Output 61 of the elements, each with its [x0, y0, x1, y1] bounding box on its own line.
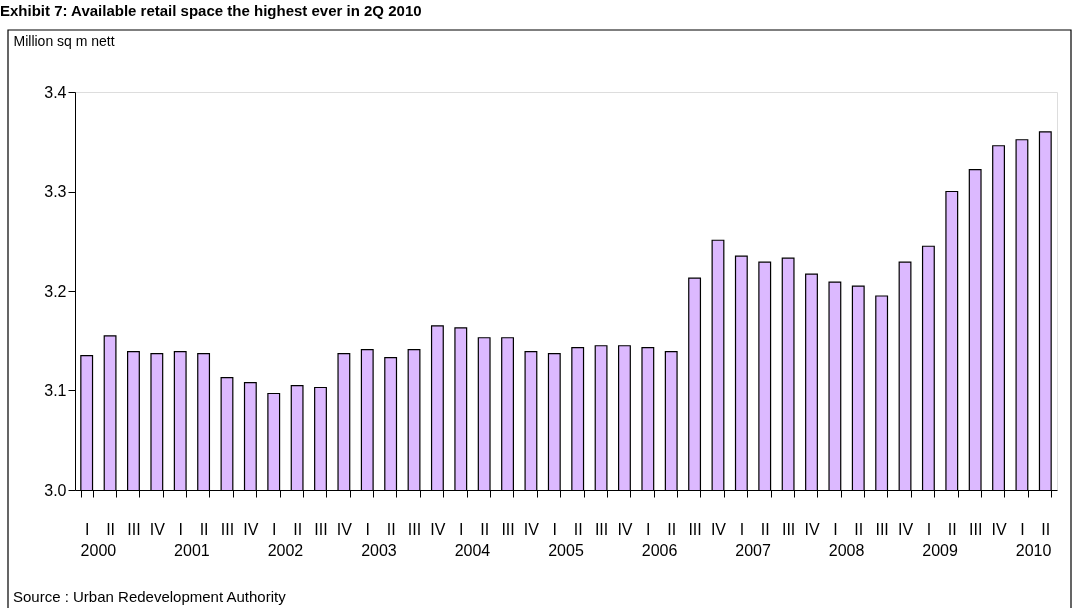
x-tick-label: III: [127, 520, 141, 538]
x-tick-label: I: [926, 520, 932, 538]
x-tick-label: III: [407, 520, 422, 538]
x-tick-label: I: [365, 520, 370, 538]
x-tick-label: IV: [523, 520, 540, 538]
x-tick-label: IV: [897, 520, 914, 538]
x-tick-label: II: [386, 520, 396, 538]
x-tick-label: III: [688, 520, 702, 538]
x-tick-label: I: [833, 520, 838, 538]
x-tick-label: IV: [710, 520, 727, 538]
x-tick-label: III: [314, 520, 328, 538]
x-tick-label: IV: [430, 520, 446, 538]
x-tick-label: IV: [243, 520, 259, 538]
x-tick-label: III: [220, 520, 235, 538]
x-tick-label: II: [293, 520, 303, 538]
x-tick-label: I: [178, 520, 183, 538]
x-tick-label: III: [968, 520, 983, 538]
x-tick-label: II: [760, 520, 770, 538]
x-tick-label: III: [875, 520, 889, 538]
x-tick-label: I: [739, 520, 745, 538]
text: 2008: [828, 542, 865, 559]
x-tick-label: I: [1020, 520, 1025, 538]
x-tick-label: I: [646, 520, 651, 538]
x-tick-label: II: [947, 520, 957, 538]
x-tick-label: II: [106, 520, 116, 538]
y-tick-label: 3.4: [44, 83, 67, 101]
x-tick-label: II: [573, 520, 583, 538]
x-tick-label: II: [480, 520, 490, 538]
source-note: Source : Urban Redevelopment Authority: [13, 588, 287, 605]
x-tick-label: II: [667, 520, 677, 538]
x-tick-label: IV: [617, 520, 633, 538]
x-tick-label: I: [459, 520, 464, 538]
text: 2010: [1015, 542, 1052, 559]
x-tick-label: IV: [991, 520, 1007, 538]
text: 2009: [922, 542, 958, 559]
x-tick-label: IV: [336, 520, 353, 538]
y-tick-label: 3.2: [44, 282, 67, 300]
chart-title: Exhibit 7: Available retail space the highest ever in 2Q 2010: [0, 2, 422, 19]
x-tick-label: III: [501, 520, 515, 538]
text: 2000: [80, 542, 117, 559]
x-tick-label: II: [854, 520, 864, 538]
y-tick-label: 3.0: [44, 481, 67, 499]
text: 2006: [641, 542, 678, 559]
text: 2003: [361, 542, 397, 559]
x-tick-label: III: [781, 520, 796, 538]
text: 2002: [267, 542, 304, 559]
x-tick-label: I: [84, 520, 90, 538]
text: 2007: [735, 542, 771, 559]
x-tick-label: II: [199, 520, 209, 538]
y-tick-label: 3.3: [44, 183, 67, 200]
x-tick-label: IV: [149, 520, 166, 538]
y-axis-title: Million sq m nett: [13, 32, 115, 49]
x-tick-label: I: [272, 520, 277, 538]
y-tick-label: 3.1: [44, 382, 67, 399]
text: 2004: [454, 542, 491, 559]
text: 2001: [174, 542, 210, 559]
text: 2005: [548, 542, 584, 559]
x-tick-label: I: [552, 520, 558, 538]
x-tick-label: II: [1041, 520, 1051, 538]
x-tick-label: III: [594, 520, 609, 538]
x-tick-label: IV: [804, 520, 820, 538]
